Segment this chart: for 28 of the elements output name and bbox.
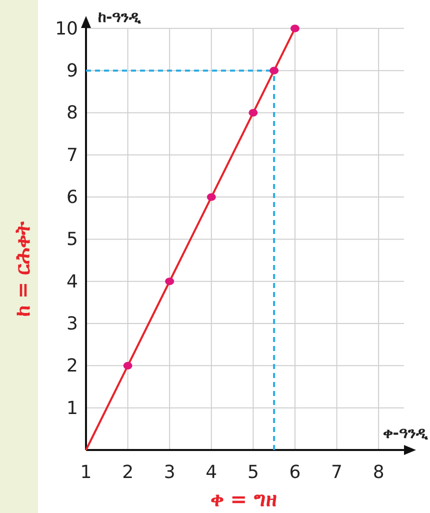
x-axis-title: ቀ = ግዘ	[210, 487, 277, 511]
point	[165, 278, 174, 286]
y-tick-label: 3	[66, 314, 78, 335]
y-tick-label: 4	[66, 271, 78, 292]
x-tick-label: 8	[372, 462, 384, 483]
annotation: ከ-ዓንዲ	[98, 8, 142, 26]
x-tick-label: 5	[247, 462, 259, 483]
x-tick-label: 3	[164, 462, 176, 483]
y-tick-label: 6	[66, 187, 78, 208]
x-tick-label: 7	[331, 462, 342, 483]
y-tick-label: 2	[66, 356, 78, 377]
x-tick-label: 1	[80, 462, 92, 483]
annotation: ቀ-ዓንዲ	[382, 424, 429, 442]
y-tick-label: 1	[66, 398, 78, 419]
y-tick-label: 8	[66, 102, 78, 124]
x-tick-label: 2	[122, 462, 134, 483]
point	[123, 362, 132, 370]
y-axis-title: ከ = ርሕቀት	[10, 220, 34, 317]
point	[206, 193, 216, 201]
y-tick-label: 5	[66, 229, 78, 250]
point	[270, 66, 279, 74]
y-tick-label: 7	[66, 144, 78, 166]
y-tick-label: 10	[55, 18, 78, 40]
x-tick-label: 6	[289, 462, 301, 483]
point	[290, 24, 300, 32]
x-tick-label: 4	[206, 462, 218, 483]
y-tick-label: 9	[66, 60, 78, 82]
point	[248, 108, 258, 117]
